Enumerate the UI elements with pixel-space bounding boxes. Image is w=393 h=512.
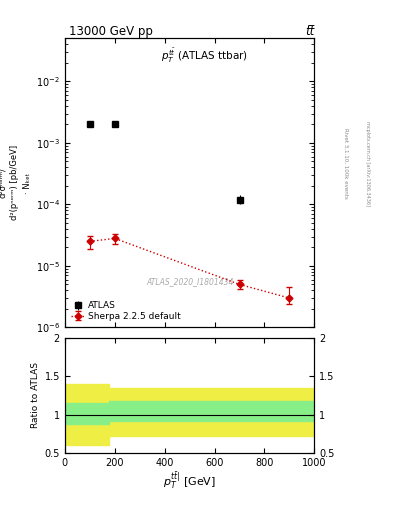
Y-axis label: d²σⁿᵒʳᵐ/
d²(pⁿᵒʳᵐ) [pb/GeV]
· Nₖₑₜ: d²σⁿᵒʳᵐ/ d²(pⁿᵒʳᵐ) [pb/GeV] · Nₖₑₜ (0, 145, 31, 221)
Y-axis label: Ratio to ATLAS: Ratio to ATLAS (31, 362, 40, 429)
Legend: ATLAS, Sherpa 2.2.5 default: ATLAS, Sherpa 2.2.5 default (68, 297, 185, 325)
Text: mcplots.cern.ch [arXiv:1306.3436]: mcplots.cern.ch [arXiv:1306.3436] (365, 121, 370, 206)
X-axis label: $p^{t\bar{t}|}_{T}$ [GeV]: $p^{t\bar{t}|}_{T}$ [GeV] (163, 471, 216, 492)
Text: ATLAS_2020_I1801434: ATLAS_2020_I1801434 (146, 276, 233, 286)
Text: $p_T^{t\bar{t}}$ (ATLAS ttbar): $p_T^{t\bar{t}}$ (ATLAS ttbar) (161, 47, 248, 66)
Text: Rivet 3.1.10, 100k events: Rivet 3.1.10, 100k events (343, 129, 348, 199)
Text: 13000 GeV pp: 13000 GeV pp (69, 25, 152, 37)
Text: tt̅: tt̅ (305, 25, 314, 37)
